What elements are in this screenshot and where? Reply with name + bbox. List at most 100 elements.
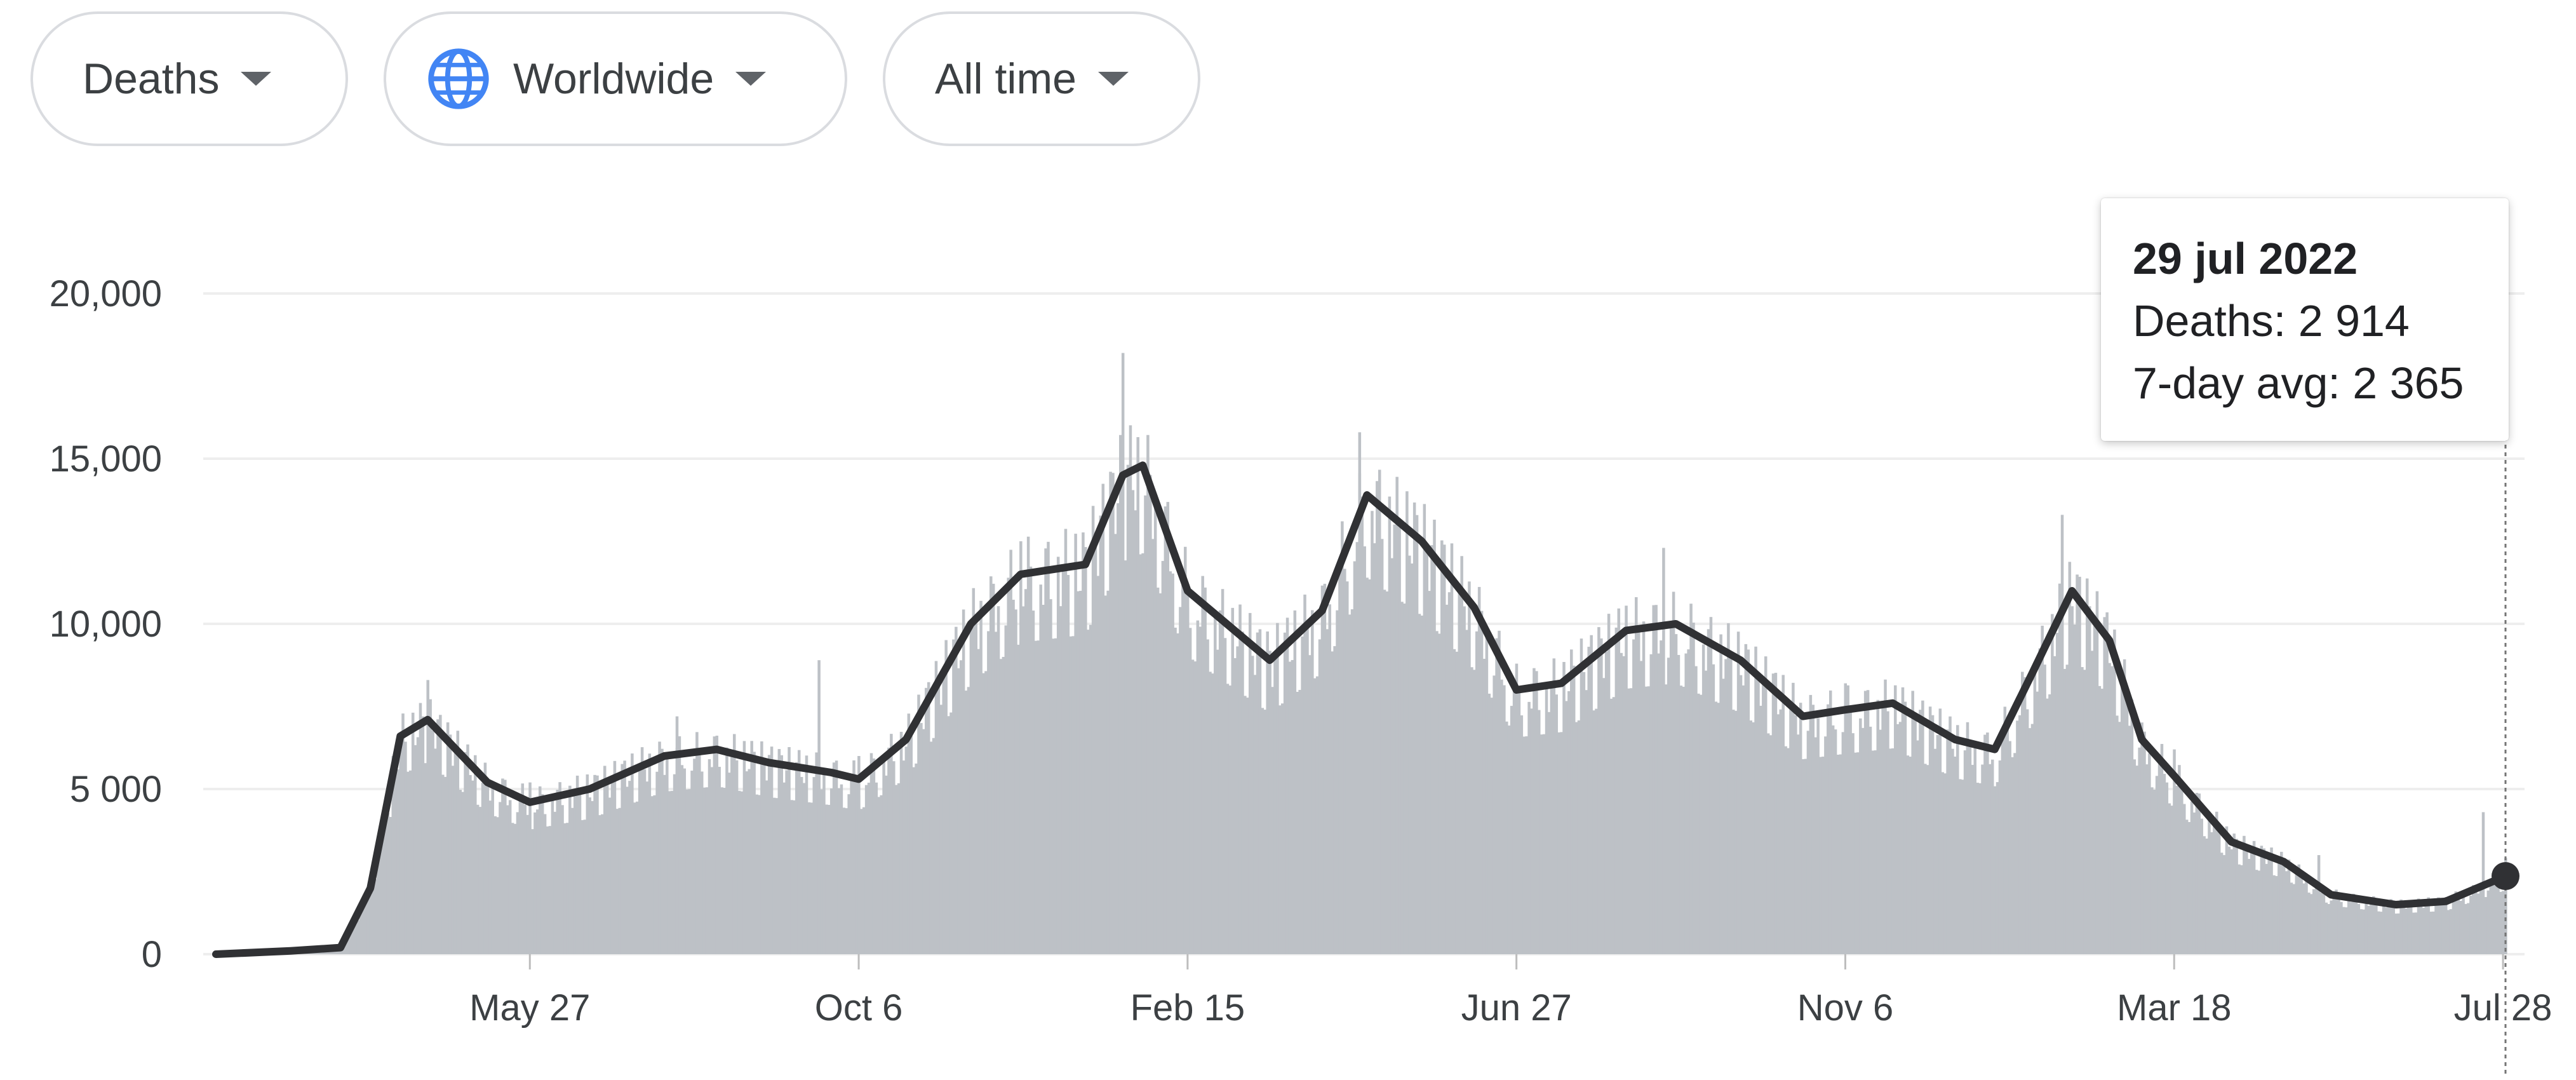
daily-deaths-bar bbox=[840, 784, 843, 954]
daily-deaths-bar bbox=[1896, 724, 1900, 954]
daily-deaths-bar bbox=[2372, 896, 2375, 954]
daily-deaths-bar bbox=[1886, 711, 1889, 954]
deaths-chart[interactable]: 0 5 000 10,000 15,000 20,000 May 27 Oct 6 Feb … bbox=[0, 152, 2576, 1080]
daily-deaths-bar bbox=[1971, 764, 1975, 954]
daily-deaths-bar bbox=[1717, 703, 1720, 954]
daily-deaths-bar bbox=[815, 752, 818, 954]
daily-deaths-bar bbox=[1989, 764, 1992, 954]
daily-deaths-bar bbox=[1428, 591, 1431, 954]
daily-deaths-bar bbox=[947, 716, 950, 954]
daily-deaths-bar bbox=[1560, 732, 1563, 954]
daily-deaths-bar bbox=[2157, 754, 2161, 954]
daily-deaths-bar bbox=[1193, 661, 1197, 954]
daily-deaths-bar bbox=[643, 769, 647, 954]
daily-deaths-bar bbox=[1704, 670, 1708, 954]
daily-deaths-bar bbox=[1089, 624, 1092, 954]
daily-deaths-bar bbox=[601, 814, 604, 954]
daily-deaths-bar bbox=[737, 790, 741, 954]
daily-deaths-bar bbox=[2235, 839, 2238, 954]
daily-deaths-bar bbox=[1538, 710, 1541, 954]
daily-deaths-bar bbox=[1121, 353, 1125, 954]
daily-deaths-bar bbox=[1054, 638, 1057, 954]
daily-deaths-bar bbox=[869, 753, 873, 954]
daily-deaths-bar bbox=[2267, 859, 2271, 954]
daily-deaths-bar bbox=[1106, 590, 1110, 954]
daily-deaths-bar bbox=[2240, 865, 2243, 954]
daily-deaths-bar bbox=[2335, 889, 2338, 954]
daily-deaths-bar bbox=[526, 814, 529, 954]
daily-deaths-bar bbox=[1787, 748, 1790, 954]
daily-deaths-bar bbox=[513, 823, 517, 954]
daily-deaths-bar bbox=[685, 789, 688, 954]
range-dropdown[interactable]: All time bbox=[883, 11, 1200, 146]
daily-deaths-bar bbox=[1482, 659, 1486, 954]
daily-deaths-bar bbox=[962, 609, 965, 954]
daily-deaths-bar bbox=[1047, 541, 1050, 954]
daily-deaths-bar bbox=[1809, 694, 1813, 954]
daily-deaths-bar bbox=[364, 892, 367, 954]
daily-deaths-bar bbox=[807, 802, 811, 954]
daily-deaths-bar bbox=[969, 628, 973, 954]
daily-deaths-bar bbox=[1376, 481, 1379, 954]
daily-deaths-bar bbox=[2270, 847, 2273, 954]
daily-deaths-bar bbox=[2312, 889, 2316, 954]
daily-deaths-bar bbox=[2287, 860, 2291, 954]
daily-deaths-bar bbox=[1276, 623, 1279, 954]
daily-deaths-bar bbox=[770, 746, 774, 954]
daily-deaths-bar bbox=[413, 745, 417, 954]
daily-deaths-bar bbox=[1637, 627, 1640, 954]
daily-deaths-bar bbox=[702, 787, 706, 954]
daily-deaths-bar bbox=[967, 687, 970, 954]
daily-deaths-bar bbox=[551, 800, 554, 954]
daily-deaths-bar bbox=[775, 798, 779, 954]
daily-deaths-bar bbox=[2302, 883, 2305, 954]
daily-deaths-bar bbox=[1179, 607, 1182, 954]
daily-deaths-bar bbox=[1368, 579, 1371, 954]
daily-deaths-bar bbox=[1487, 693, 1491, 954]
daily-deaths-bar bbox=[1490, 698, 1494, 954]
daily-deaths-bar bbox=[828, 804, 831, 954]
daily-deaths-bar bbox=[2103, 617, 2106, 954]
daily-deaths-bar bbox=[1204, 587, 1207, 954]
daily-deaths-bar bbox=[546, 826, 549, 954]
daily-deaths-bar bbox=[1540, 734, 1543, 954]
daily-deaths-bar bbox=[1692, 623, 1695, 954]
daily-deaths-bar bbox=[1687, 649, 1690, 954]
daily-deaths-bar bbox=[1776, 714, 1780, 954]
daily-deaths-bar bbox=[2262, 848, 2266, 954]
daily-deaths-bar bbox=[2245, 848, 2248, 954]
daily-deaths-bar bbox=[2392, 903, 2396, 954]
daily-deaths-bar bbox=[1796, 734, 1800, 954]
daily-deaths-bar bbox=[1844, 683, 1848, 954]
daily-deaths-bar bbox=[877, 797, 881, 954]
daily-deaths-bar bbox=[1218, 610, 1222, 954]
daily-deaths-bar bbox=[1442, 544, 1446, 954]
daily-deaths-bar bbox=[1863, 691, 1867, 954]
daily-deaths-bar bbox=[1794, 715, 1797, 954]
daily-deaths-bar bbox=[1345, 581, 1349, 954]
daily-deaths-bar bbox=[932, 738, 936, 954]
region-dropdown[interactable]: Worldwide bbox=[384, 11, 847, 146]
daily-deaths-bar bbox=[1328, 604, 1332, 954]
daily-deaths-bar bbox=[596, 775, 599, 954]
daily-deaths-bar bbox=[1049, 599, 1052, 954]
daily-deaths-bar bbox=[2439, 905, 2443, 954]
daily-deaths-bar bbox=[1099, 515, 1103, 954]
daily-deaths-bar bbox=[1574, 722, 1578, 954]
daily-deaths-bar bbox=[1071, 636, 1075, 954]
daily-deaths-bar bbox=[812, 777, 816, 954]
daily-deaths-bar bbox=[618, 807, 622, 954]
daily-deaths-bar bbox=[1547, 712, 1551, 954]
daily-deaths-bar bbox=[2058, 583, 2062, 954]
daily-deaths-bar bbox=[528, 782, 532, 954]
daily-deaths-bar bbox=[2337, 896, 2340, 954]
daily-deaths-bar bbox=[979, 600, 983, 954]
daily-deaths-bar bbox=[982, 673, 985, 954]
daily-deaths-bar bbox=[404, 741, 407, 954]
daily-deaths-bar bbox=[2422, 908, 2425, 954]
daily-deaths-bar bbox=[922, 729, 925, 954]
daily-deaths-bar bbox=[2048, 694, 2051, 954]
daily-deaths-bar bbox=[991, 583, 995, 954]
metric-dropdown[interactable]: Deaths bbox=[30, 11, 348, 146]
daily-deaths-bar bbox=[1343, 569, 1346, 954]
